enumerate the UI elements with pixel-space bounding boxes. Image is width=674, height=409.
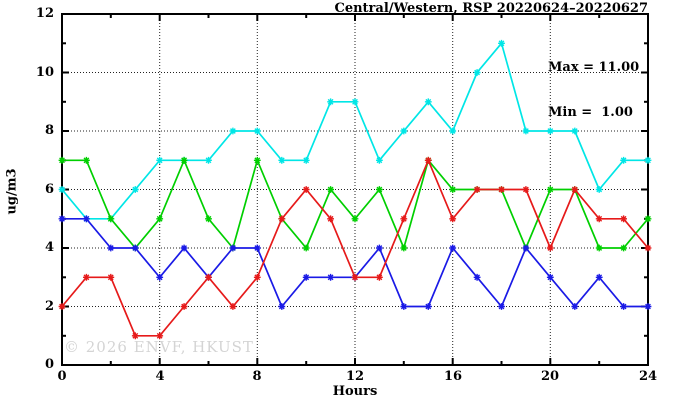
x-tick-label-4: 4 [155,369,165,384]
x-tick-label-8: 8 [252,369,262,384]
y-tick-label-4: 4 [44,240,54,255]
y-tick-label-6: 6 [44,182,54,197]
min-value-label: Min = 1.00 [548,105,633,120]
x-tick-label-0: 0 [57,369,67,384]
max-value-label: Max = 11.00 [548,60,640,75]
series-markers-red [58,156,652,340]
x-tick-label-24: 24 [638,369,658,384]
y-tick-label-0: 0 [44,357,54,372]
series-markers-blue [58,215,652,310]
x-tick-label-16: 16 [443,369,463,384]
chart-title: Central/Western, RSP 20220624–20220627 [334,1,648,16]
copyright-watermark: © 2026 ENVF, HKUST [64,338,254,356]
y-tick-label-2: 2 [44,299,54,314]
max-min-annotation: Max = 11.00 Min = 1.00 [548,30,639,150]
x-tick-label-20: 20 [540,369,560,384]
y-tick-label-10: 10 [35,65,54,80]
series-markers-green [58,156,652,252]
y-tick-label-12: 12 [35,6,54,21]
x-axis-title: Hours [332,384,378,399]
x-tick-label-12: 12 [345,369,365,384]
y-tick-label-8: 8 [44,123,54,138]
